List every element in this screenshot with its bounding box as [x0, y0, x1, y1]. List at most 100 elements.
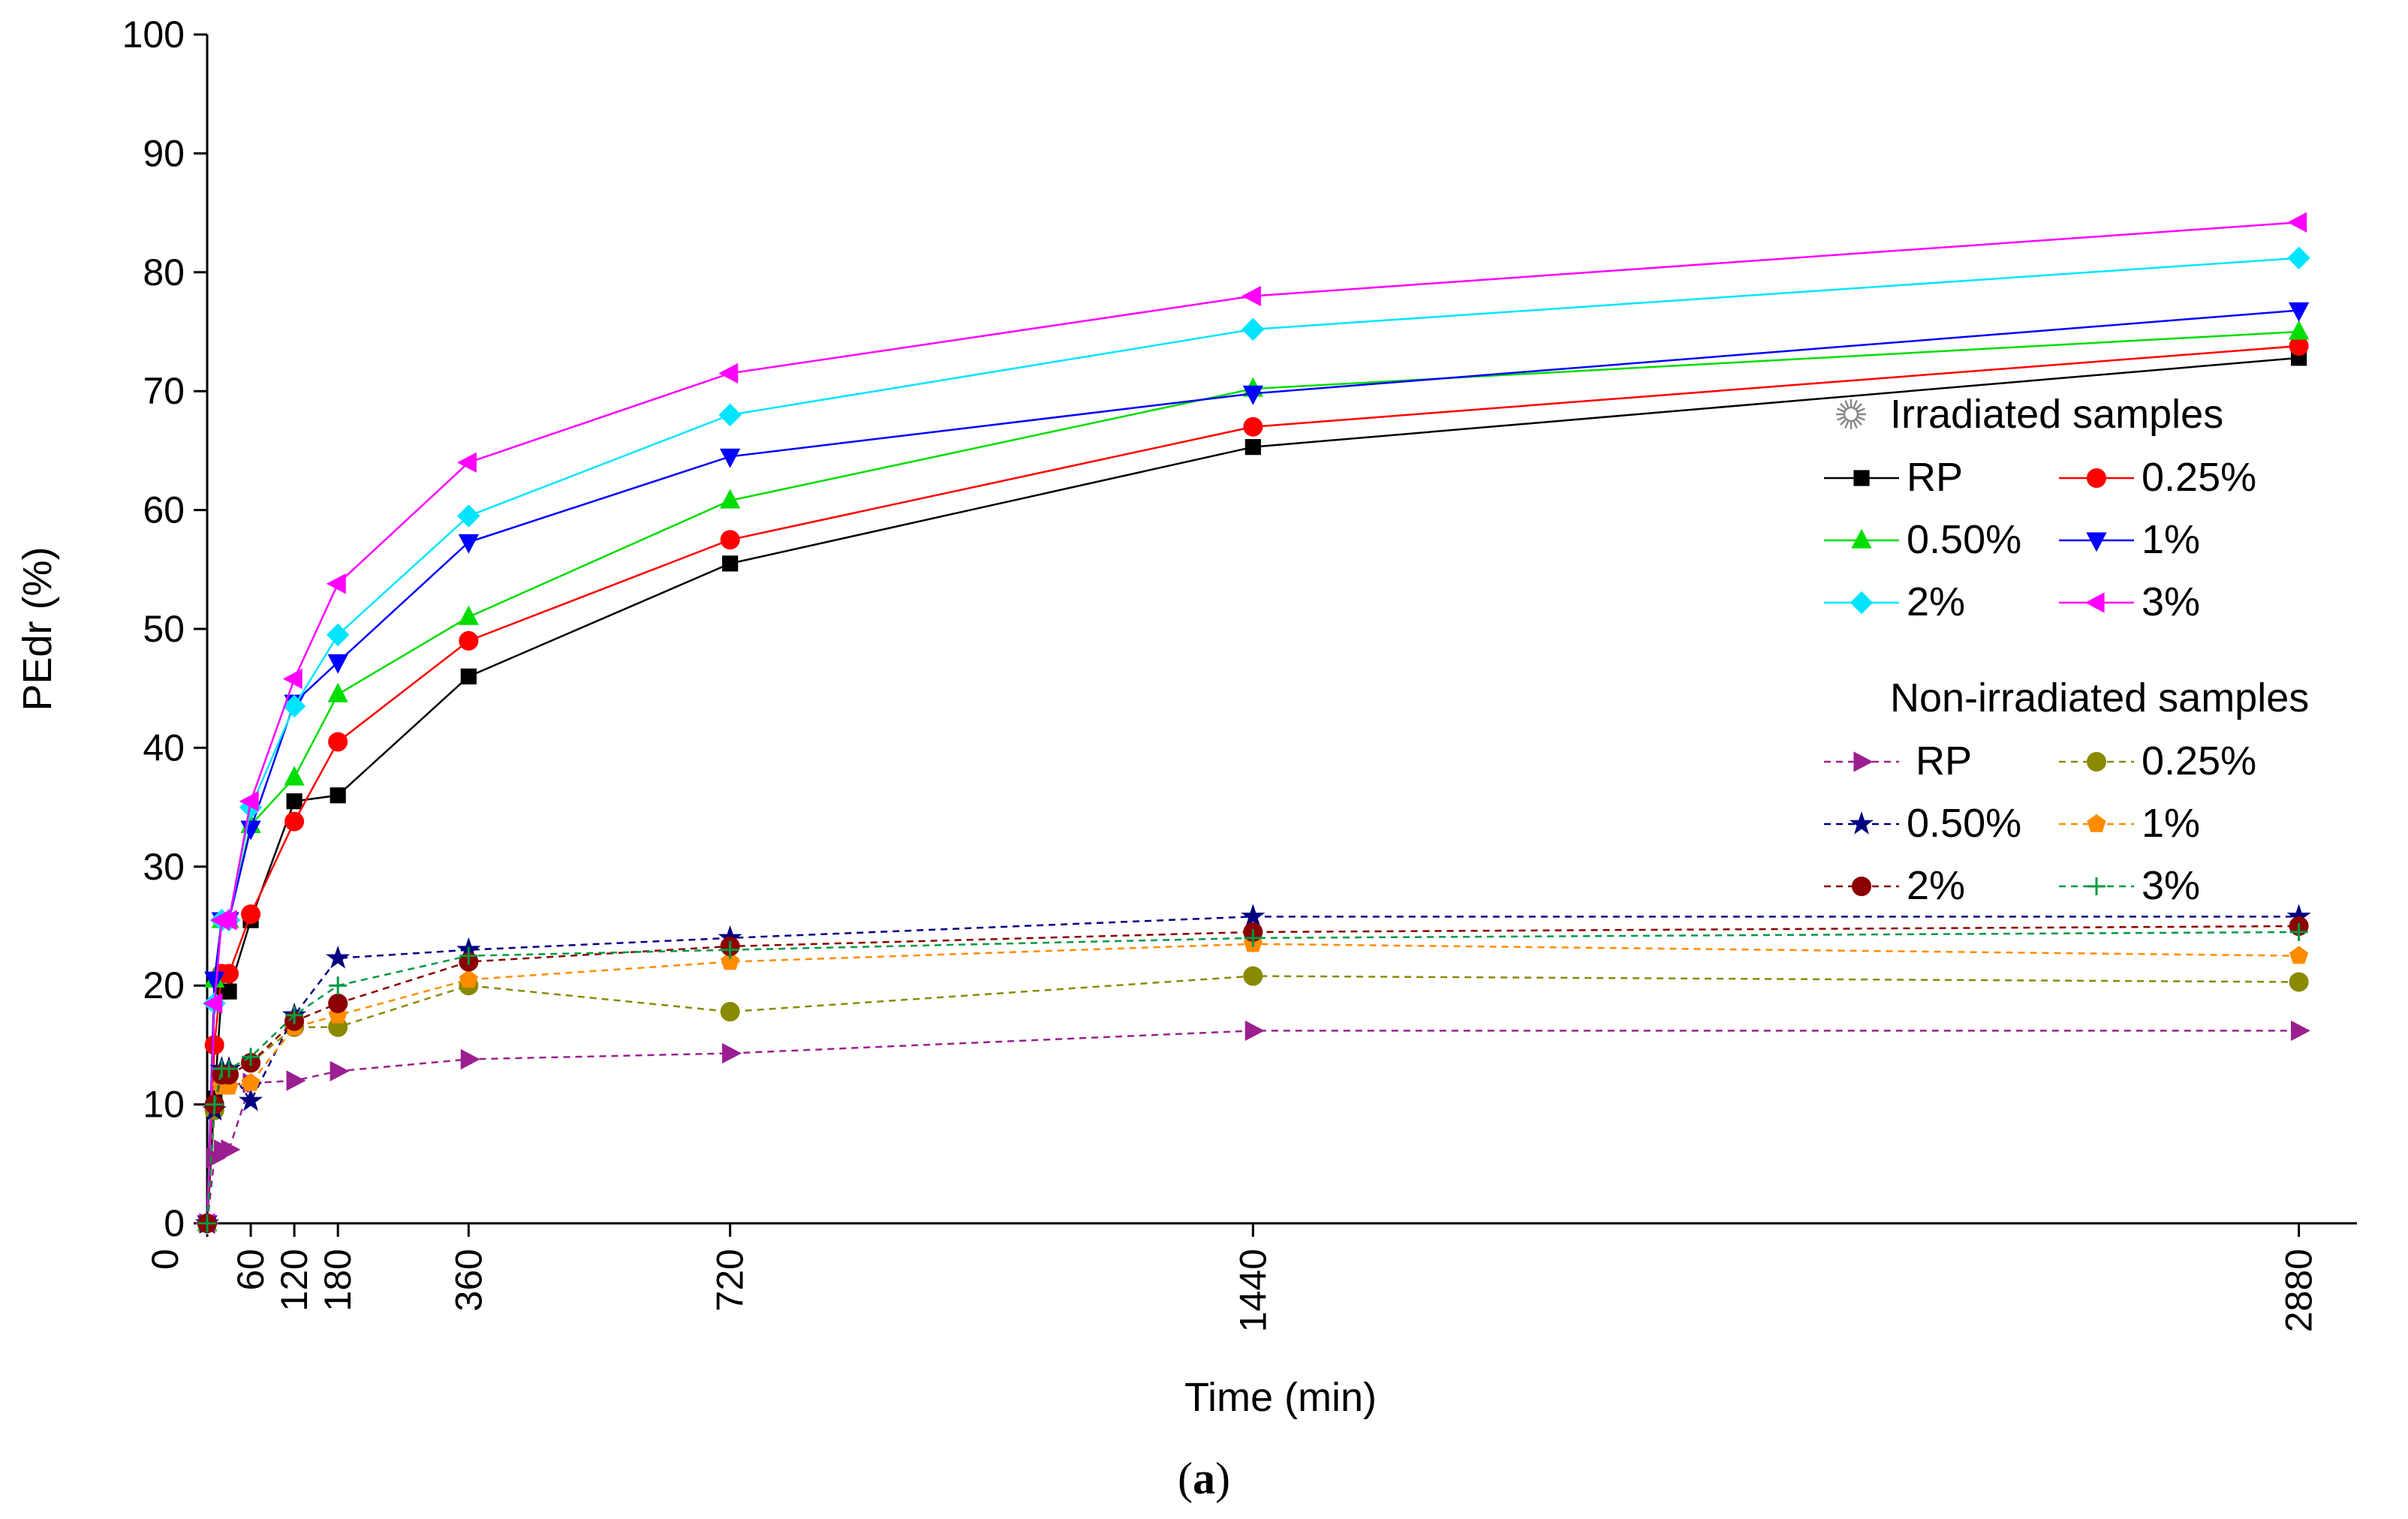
legend-label: 0.50% [1907, 517, 2021, 562]
data-point [2287, 212, 2307, 233]
legend-marker [1849, 811, 1874, 835]
legend-irradiated: Irradiated samples RP 0.25% 0.50% 1% 2% 3% [1824, 392, 2256, 624]
data-point [458, 534, 479, 554]
legend-item: RP [1824, 455, 1963, 500]
legend-marker [2087, 752, 2106, 772]
data-point [326, 945, 351, 969]
data-point [327, 682, 348, 702]
legend-marker [2087, 468, 2106, 488]
data-point [460, 668, 477, 684]
data-point [2287, 246, 2310, 270]
x-tick-label: 60 [230, 1249, 272, 1291]
x-tick-label: 2880 [2278, 1249, 2320, 1332]
data-point [241, 1072, 260, 1091]
series-irradiated-3pct [195, 212, 2307, 1234]
data-point [719, 489, 741, 509]
legend-marker [1853, 751, 1874, 772]
data-point [457, 504, 480, 528]
data-point [459, 946, 478, 965]
series-line [206, 1030, 2299, 1224]
data-point [2290, 1020, 2310, 1042]
data-point [198, 1214, 216, 1232]
data-point [1241, 904, 1266, 928]
legend-item: RP [1824, 738, 1972, 784]
data-point [282, 668, 303, 690]
data-point [721, 940, 739, 959]
legend-marker [1850, 591, 1874, 615]
series-irradiated-0-50pct [197, 320, 2310, 1232]
data-point [721, 952, 740, 970]
x-axis-title: Time (min) [1184, 1375, 1377, 1420]
data-point [1245, 1020, 1265, 1042]
series-irradiated-0-25pct [197, 336, 2309, 1233]
legend-marker [2086, 532, 2107, 552]
series-line [206, 221, 2299, 1224]
data-point [220, 1060, 239, 1078]
moon-icon [1841, 683, 1856, 713]
x-tick-label: 120 [273, 1249, 315, 1311]
legend-label: RP [1907, 455, 1963, 500]
legend-label: 3% [2142, 863, 2200, 908]
legend-item: 1% [2059, 801, 2200, 846]
data-point [328, 993, 348, 1013]
legend-marker [2087, 877, 2105, 895]
series-non-irradiated-rp [199, 1020, 2310, 1234]
data-point [238, 1087, 263, 1111]
series-line [206, 975, 2299, 1224]
data-point [327, 654, 348, 674]
data-point [2288, 320, 2310, 340]
data-point [718, 403, 742, 427]
x-tick-label: 720 [709, 1249, 751, 1311]
data-point [241, 904, 261, 925]
data-point [458, 605, 479, 625]
series-non-irradiated-0-25pct [197, 966, 2309, 1233]
y-tick-label: 40 [143, 726, 185, 769]
data-point [722, 555, 739, 572]
data-point [330, 787, 346, 804]
legend-item: 3% [2059, 579, 2200, 624]
legend-marker [2084, 592, 2105, 613]
data-point [2289, 922, 2308, 941]
x-tick-label: 360 [447, 1249, 489, 1311]
legend-marker [1851, 528, 1872, 549]
data-point [2289, 336, 2309, 356]
data-point [284, 766, 305, 786]
legend-marker [2087, 814, 2106, 832]
data-point [204, 1035, 224, 1055]
y-tick-label: 10 [143, 1084, 185, 1126]
series-line [206, 931, 2299, 1224]
legend-label: 1% [2142, 517, 2200, 562]
data-point [722, 1042, 742, 1064]
data-point [1243, 966, 1263, 986]
legend-group-title: Non-irradiated samples [1890, 675, 2309, 720]
data-point [204, 971, 225, 991]
legend-label: RP [1916, 738, 1972, 784]
x-tick-label: 180 [317, 1249, 359, 1311]
data-point [1244, 928, 1263, 947]
legend-label: 0.25% [2142, 738, 2256, 784]
series-non-irradiated-3pct [198, 922, 2308, 1232]
y-tick-label: 90 [143, 132, 185, 174]
series-line [206, 943, 2299, 1224]
caption-letter: a [1193, 1454, 1215, 1503]
legend-label: 0.25% [2142, 455, 2256, 500]
data-point [718, 362, 739, 384]
series-line [206, 344, 2299, 1224]
legend-group-title: Irradiated samples [1890, 392, 2223, 437]
series-non-irradiated-0-50pct [194, 904, 2311, 1234]
data-point [2288, 302, 2310, 322]
legend-item: 0.50% [1824, 517, 2021, 562]
legend-item: 0.25% [2059, 738, 2256, 784]
legend-label: 1% [2142, 801, 2200, 846]
series-line [206, 356, 2299, 1224]
data-point [328, 732, 348, 752]
series-non-irradiated-2pct [197, 916, 2309, 1233]
caption-open: ( [1178, 1454, 1193, 1503]
y-tick-label: 100 [122, 14, 185, 56]
data-point [286, 793, 303, 810]
sun-icon [1836, 399, 1866, 429]
legend-label: 2% [1907, 863, 1965, 908]
data-point [1242, 317, 1265, 341]
